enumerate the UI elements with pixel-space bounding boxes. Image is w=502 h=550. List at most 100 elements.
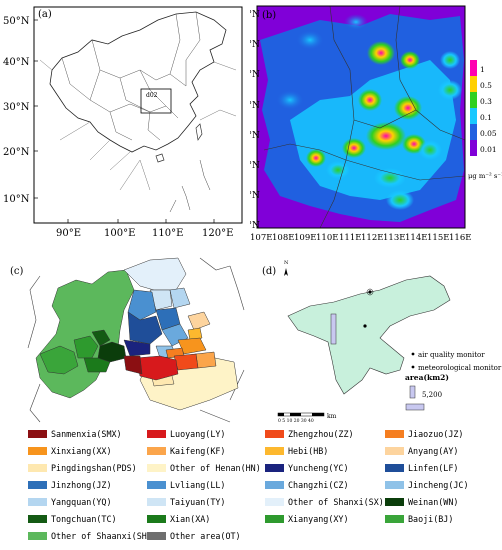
china-map-svg: d02 50°N 40°N 30°N 20°N 10°N 90°E 100°E … bbox=[3, 6, 243, 239]
cb-tick-0.05: 0.05 bbox=[480, 129, 497, 138]
cb-seg-3 bbox=[470, 92, 477, 108]
legend-item: Other of Henan(HN) bbox=[147, 461, 261, 474]
legend-swatch bbox=[28, 429, 47, 438]
legend-item: Jincheng(JC) bbox=[385, 478, 469, 491]
legend-aq-marker bbox=[411, 352, 415, 356]
b-lat-39: 39°N bbox=[250, 10, 260, 20]
legend-label: Lvliang(LL) bbox=[170, 479, 226, 490]
lon-tick-110: 110°E bbox=[152, 228, 183, 239]
legend-swatch bbox=[28, 497, 47, 506]
legend-label: Linfen(LF) bbox=[408, 462, 459, 473]
legend-swatch bbox=[265, 497, 284, 506]
panel-c-region-map: (c) bbox=[0, 250, 250, 425]
cb-tick-0.3: 0.3 bbox=[480, 97, 492, 106]
scale-unit: km bbox=[327, 413, 337, 420]
legend-item: Zhengzhou(ZZ) bbox=[265, 427, 354, 440]
legend-swatch bbox=[147, 446, 166, 455]
lat-tick-50: 50°N bbox=[3, 16, 30, 27]
cb-seg-2 bbox=[470, 76, 477, 92]
legend-item: Xianyang(XY) bbox=[265, 512, 349, 525]
legend-label: Jinzhong(JZ) bbox=[51, 479, 112, 490]
legend-swatch bbox=[385, 429, 404, 438]
legend-label: Other area(OT) bbox=[170, 530, 241, 541]
scale-bar: 0 5 10 20 30 40 km bbox=[277, 412, 337, 424]
b-lat-37: 37°N bbox=[250, 70, 260, 80]
north-arrow: N bbox=[284, 260, 289, 276]
lon-tick-90: 90°E bbox=[56, 228, 81, 239]
cb-seg-4 bbox=[470, 108, 477, 124]
b-lon-108: 108E bbox=[272, 233, 294, 243]
b-lon-116: 116E bbox=[449, 233, 471, 243]
outer-borders bbox=[27, 257, 245, 423]
legend-label: Xinxiang(XX) bbox=[51, 445, 112, 456]
emission-map-svg: 39°N 38°N 37°N 36°N 35°N 34°N 33°N 32°N … bbox=[236, 5, 502, 243]
map-frame bbox=[33, 6, 243, 224]
legend-swatch bbox=[28, 514, 47, 523]
panel-d-label: (d) bbox=[262, 266, 276, 277]
legend-swatch bbox=[28, 531, 47, 540]
north-arrow-icon bbox=[284, 268, 288, 276]
legend-item: Jiaozuo(JZ) bbox=[385, 427, 463, 440]
legend-item: Other area(OT) bbox=[147, 529, 241, 542]
legend-item: Other of Shanxi(SX) bbox=[265, 495, 384, 508]
legend-item: Luoyang(LY) bbox=[147, 427, 225, 440]
region-hebi bbox=[187, 327, 203, 341]
legend-swatch bbox=[385, 514, 404, 523]
china-outline bbox=[49, 11, 227, 153]
region-sanmenxia bbox=[123, 355, 143, 375]
legend-item: Jinzhong(JZ) bbox=[28, 478, 112, 491]
legend-swatch bbox=[147, 497, 166, 506]
legend-swatch bbox=[28, 463, 47, 472]
area-bar-on-map bbox=[330, 313, 337, 345]
region-linfen bbox=[127, 311, 163, 345]
legend-item: Hebi(HB) bbox=[265, 444, 328, 457]
lat-tick-30: 30°N bbox=[3, 102, 30, 113]
b-lon-113: 113E bbox=[383, 233, 405, 243]
area-legend-bar bbox=[409, 385, 416, 399]
b-lon-111: 111E bbox=[339, 233, 361, 243]
legend-label: Xianyang(XY) bbox=[288, 513, 349, 524]
legend-swatch bbox=[28, 446, 47, 455]
legend-item: Xian(XA) bbox=[147, 512, 210, 525]
met-monitor-marker bbox=[366, 288, 374, 296]
b-lat-34: 34°N bbox=[250, 161, 260, 171]
legend-label: Yuncheng(YC) bbox=[288, 462, 349, 473]
legend-label: Luoyang(LY) bbox=[170, 428, 226, 439]
legend-label: Jincheng(JC) bbox=[408, 479, 469, 490]
axis-ticks bbox=[34, 19, 215, 223]
region-tongchuan bbox=[91, 329, 111, 347]
b-lon-107: 107E bbox=[250, 233, 272, 243]
region-xian bbox=[83, 357, 111, 373]
legend-item: Sanmenxia(SMX) bbox=[28, 427, 122, 440]
region-anyang bbox=[187, 311, 211, 331]
legend-item: Yuncheng(YC) bbox=[265, 461, 349, 474]
neighbour-borders bbox=[39, 59, 237, 191]
legend-swatch bbox=[28, 480, 47, 489]
legend-swatch bbox=[147, 514, 166, 523]
region-xianyang bbox=[73, 335, 99, 359]
lon-tick-100: 100°E bbox=[104, 228, 135, 239]
legend-swatch bbox=[385, 446, 404, 455]
legend-swatch bbox=[265, 463, 284, 472]
legend-label: Tongchuan(TC) bbox=[51, 513, 117, 524]
legend-item: Kaifeng(KF) bbox=[147, 444, 225, 457]
legend-label: Anyang(AY) bbox=[408, 445, 459, 456]
legend-label: Pingdingshan(PDS) bbox=[51, 462, 137, 473]
legend-label: Kaifeng(KF) bbox=[170, 445, 226, 456]
panel-d-monitor-map: (d) N air quality monitor meteorological… bbox=[250, 250, 502, 425]
legend-aq-label: air quality monitor bbox=[418, 351, 485, 359]
region-yuncheng bbox=[123, 339, 151, 357]
legend-item: Xinxiang(XX) bbox=[28, 444, 112, 457]
hainan-island bbox=[155, 153, 165, 163]
legend-label: Taiyuan(TY) bbox=[170, 496, 226, 507]
b-lat-32: 32°N bbox=[250, 221, 260, 231]
region-other-shanxi bbox=[123, 257, 187, 291]
province-borders bbox=[61, 11, 201, 141]
b-lat-33: 33°N bbox=[250, 191, 260, 201]
city-region bbox=[287, 275, 451, 395]
taiwan-island bbox=[195, 123, 203, 141]
panel-b-label: (b) bbox=[262, 10, 276, 21]
province-border-lines bbox=[263, 5, 466, 229]
b-lon-110: 110E bbox=[316, 233, 338, 243]
air-quality-monitor-marker-2 bbox=[363, 324, 367, 328]
